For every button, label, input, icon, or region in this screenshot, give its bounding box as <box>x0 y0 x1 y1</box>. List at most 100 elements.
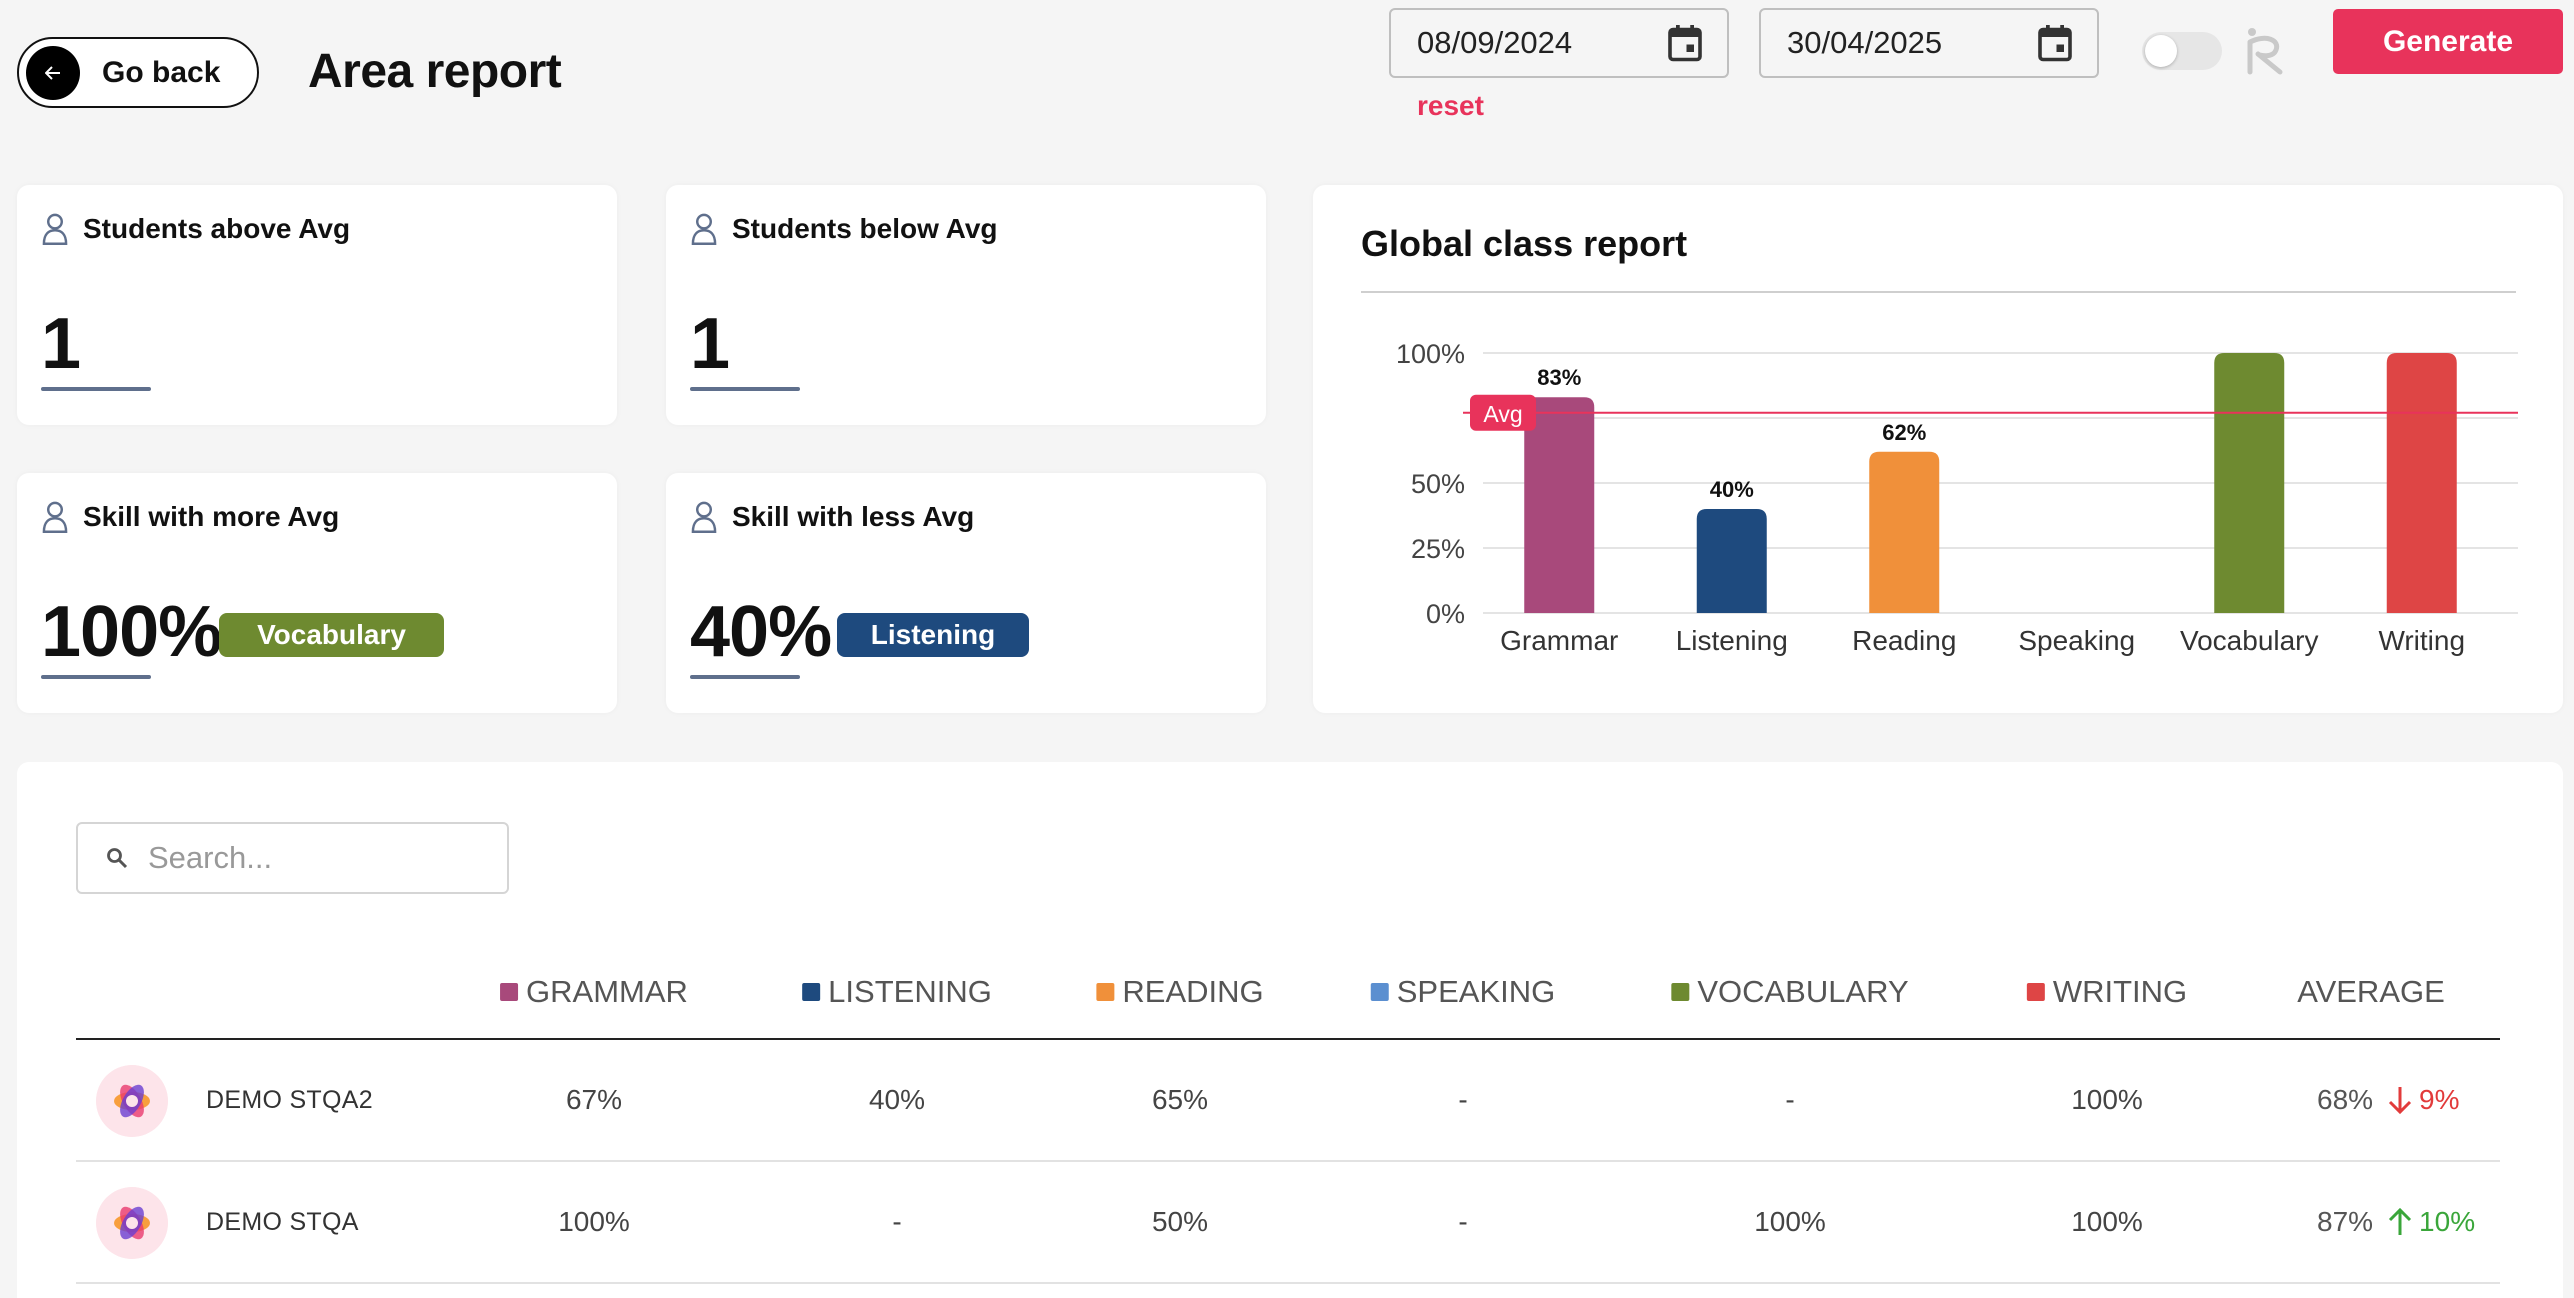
average-value: 87% <box>2317 1206 2374 1237</box>
card-students-below-avg: Students below Avg 1 <box>666 185 1266 425</box>
go-back-button[interactable]: Go back <box>17 37 259 108</box>
legend-swatch <box>2026 983 2045 1001</box>
column-header-label: AVERAGE <box>2297 974 2445 1009</box>
score-cell-listening: 40% <box>868 1084 926 1115</box>
user-icon <box>42 213 68 245</box>
card-value: 1 <box>690 304 730 384</box>
page-title: Area report <box>308 45 562 98</box>
legend-swatch <box>1096 983 1115 1001</box>
x-tick-label: Reading <box>1852 625 1956 656</box>
student-name: DEMO STQA <box>206 1208 359 1236</box>
header-divider <box>76 1038 2500 1040</box>
y-tick-label: 0% <box>1426 599 1465 629</box>
card-label: Students below Avg <box>732 213 998 244</box>
average-value: 68% <box>2317 1084 2374 1115</box>
score-cell-vocabulary: - <box>1785 1084 1795 1115</box>
card-skill-more-avg: Skill with more Avg 100% Vocabulary <box>17 473 617 713</box>
bar-reading <box>1869 451 1940 613</box>
card-students-above-avg: Students above Avg 1 <box>17 185 617 425</box>
arrow-down-icon <box>2388 1087 2412 1115</box>
students-table-panel: GRAMMAR LISTENING READING SPEAKING VOCABULAR… <box>17 762 2563 1298</box>
value-underline <box>41 675 151 679</box>
avatar <box>96 1065 168 1137</box>
search-input[interactable] <box>148 840 468 876</box>
legend-swatch <box>802 983 821 1001</box>
y-tick-label: 50% <box>1411 469 1465 499</box>
date-to-field[interactable]: 30/04/2025 <box>1759 8 2099 78</box>
card-value: 100% <box>41 592 222 672</box>
date-from-value: 08/09/2024 <box>1417 25 1573 60</box>
y-tick-label: 100% <box>1396 339 1465 369</box>
value-underline <box>690 675 800 679</box>
score-cell-listening: - <box>892 1206 902 1237</box>
column-header-writing: WRITING <box>2026 974 2187 1010</box>
bar-writing <box>2386 353 2457 613</box>
card-value: 1 <box>41 304 81 384</box>
column-header-average: AVERAGE <box>2297 974 2445 1010</box>
toggle-knob <box>2145 35 2177 67</box>
x-tick-label: Vocabulary <box>2180 625 2319 656</box>
column-header-listening: LISTENING <box>802 974 992 1010</box>
user-icon <box>42 501 68 533</box>
average-label: Avg <box>1483 401 1522 427</box>
chart-divider <box>1361 291 2516 293</box>
skill-badge-vocabulary: Vocabulary <box>219 613 444 657</box>
column-header-grammar: GRAMMAR <box>500 974 688 1010</box>
calendar-icon[interactable] <box>1667 23 1703 63</box>
brand-logo-icon <box>2247 28 2283 75</box>
calendar-icon[interactable] <box>2037 23 2073 63</box>
view-toggle[interactable] <box>2142 32 2222 70</box>
score-cell-speaking: - <box>1458 1206 1468 1237</box>
y-tick-label: 25% <box>1411 534 1465 564</box>
table-row[interactable]: DEMO STQA2 67% 40% 65% - - 100% 68% 9% <box>76 1040 2500 1162</box>
x-tick-label: Speaking <box>2018 625 2135 656</box>
column-header-label: READING <box>1122 974 1264 1009</box>
skill-badge-listening: Listening <box>837 613 1029 657</box>
chart-title: Global class report <box>1361 223 1688 264</box>
bar-listening <box>1696 509 1767 613</box>
go-back-label: Go back <box>102 55 221 89</box>
reset-link[interactable]: reset <box>1417 90 1484 121</box>
score-cell-reading: 50% <box>1151 1206 1209 1237</box>
average-cell: 87% 10% <box>2317 1206 2475 1238</box>
bar-grammar <box>1524 397 1595 613</box>
arrow-up-icon <box>2388 1207 2412 1235</box>
score-cell-vocabulary: 100% <box>1754 1206 1826 1237</box>
trend-value: 9% <box>2419 1084 2460 1115</box>
user-icon <box>691 213 717 245</box>
legend-swatch <box>1671 983 1690 1001</box>
data-label: 83% <box>1537 365 1581 390</box>
bar-chart: 0% 25% 50% 100% 83% Grammar 40% Listening 62% Rea… <box>1396 339 2518 656</box>
score-cell-reading: 65% <box>1151 1084 1209 1115</box>
trend-down: 9% <box>2387 1084 2460 1116</box>
value-underline <box>690 387 800 391</box>
global-class-report-card: Global class report 0% 25% 50% 100% 83% Gramm… <box>1313 185 2563 713</box>
score-cell-grammar: 100% <box>558 1206 630 1237</box>
score-cell-speaking: - <box>1458 1084 1468 1115</box>
trend-value: 10% <box>2419 1206 2476 1237</box>
average-cell: 68% 9% <box>2317 1084 2460 1116</box>
column-header-label: LISTENING <box>828 974 992 1009</box>
score-cell-grammar: 67% <box>565 1084 623 1115</box>
x-tick-label: Grammar <box>1500 625 1618 656</box>
value-underline <box>41 387 151 391</box>
card-value: 40% <box>690 592 832 672</box>
score-cell-writing: 100% <box>2071 1206 2143 1237</box>
column-header-label: GRAMMAR <box>526 974 688 1009</box>
bar-vocabulary <box>2214 353 2285 613</box>
data-label: 62% <box>1882 420 1926 445</box>
table-row[interactable]: DEMO STQA 100% - 50% - 100% 100% 87% 10% <box>76 1162 2500 1284</box>
date-from-field[interactable]: 08/09/2024 <box>1389 8 1729 78</box>
column-header-reading: READING <box>1096 974 1264 1010</box>
average-badge <box>1470 394 1536 431</box>
generate-button[interactable]: Generate <box>2333 9 2563 74</box>
date-to-value: 30/04/2025 <box>1787 25 1943 60</box>
card-label: Students above Avg <box>83 213 351 244</box>
user-icon <box>691 501 717 533</box>
column-header-label: VOCABULARY <box>1697 974 1909 1009</box>
column-header-label: SPEAKING <box>1396 974 1556 1009</box>
search-box[interactable] <box>76 822 509 894</box>
x-tick-label: Writing <box>2378 625 2465 656</box>
column-header-speaking: SPEAKING <box>1370 974 1556 1010</box>
legend-swatch <box>500 983 519 1001</box>
